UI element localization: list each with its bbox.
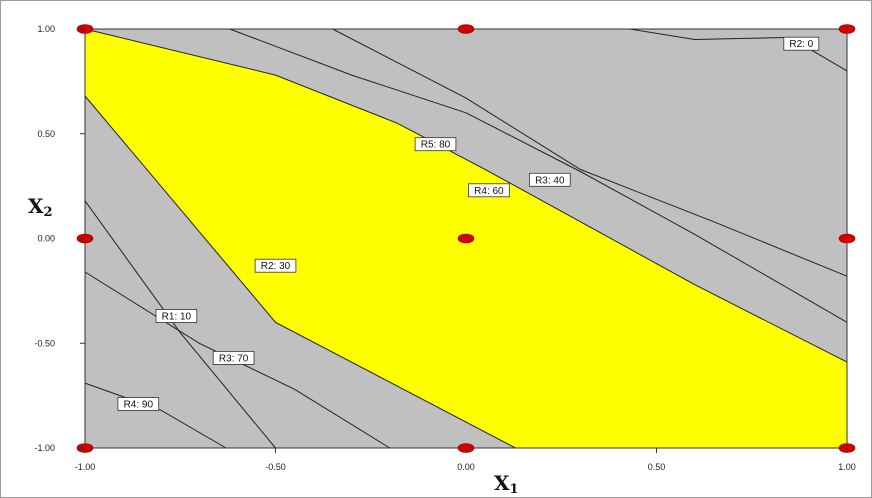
contour-line [229,28,848,323]
x-axis-title: X1 [494,471,519,497]
y-tick-label: 0.50 [37,129,55,139]
design-point [457,24,475,34]
contour-label-text: R5: 80 [421,140,451,151]
contour-label-text: R4: 90 [124,400,154,411]
contour-line [629,28,848,72]
design-point [457,233,475,244]
y-tick-label: 0.00 [37,234,55,244]
x-tick-label: -1.00 [75,462,96,472]
contour-label-text: R3: 70 [219,353,249,364]
y-tick-label: 1.00 [37,24,55,34]
contour-line [332,28,848,277]
y-tick-label: -0.50 [34,338,55,348]
y-axis-title: X2 [28,194,53,220]
x-tick-label: 0.00 [457,462,475,472]
contour-label: R5: 80 [414,137,457,152]
axis-ticks: -1.00 -0.50 0.00 0.50 1.00 1.00 0.50 0.00 -0.50 -… [34,24,855,472]
design-point [838,233,856,244]
contour-line [84,271,391,449]
contour-label-text: R4: 60 [474,186,504,197]
contour-label: R3: 70 [212,350,255,365]
contour-line [84,95,516,449]
contour-label: R1: 10 [155,309,198,323]
design-point [838,24,856,34]
x-tick-label: 1.00 [838,462,856,472]
contour-line [84,200,276,449]
contour-label-text: R2: 30 [261,261,291,272]
contour-label-text: R1: 10 [162,312,192,323]
x-tick-label: -0.50 [265,462,286,472]
contour-label: R2: 30 [254,258,297,273]
contour-labels: R5: 80 R4: 60 R3: 40 R2: 0 R2: 30 R1: 10 R3: 7… [117,36,820,411]
contour-label: R3: 40 [529,172,571,187]
contour-line [84,28,848,363]
contour-label-text: R3: 40 [535,175,565,186]
contour-label-text: R2: 0 [789,39,813,50]
contour-label: R4: 90 [117,397,160,411]
contour-label: R4: 60 [468,183,510,198]
contour-line [84,382,227,449]
contour-label: R2: 0 [783,36,820,51]
y-tick-label: -1.00 [34,443,55,453]
x-tick-label: 0.50 [648,462,666,472]
